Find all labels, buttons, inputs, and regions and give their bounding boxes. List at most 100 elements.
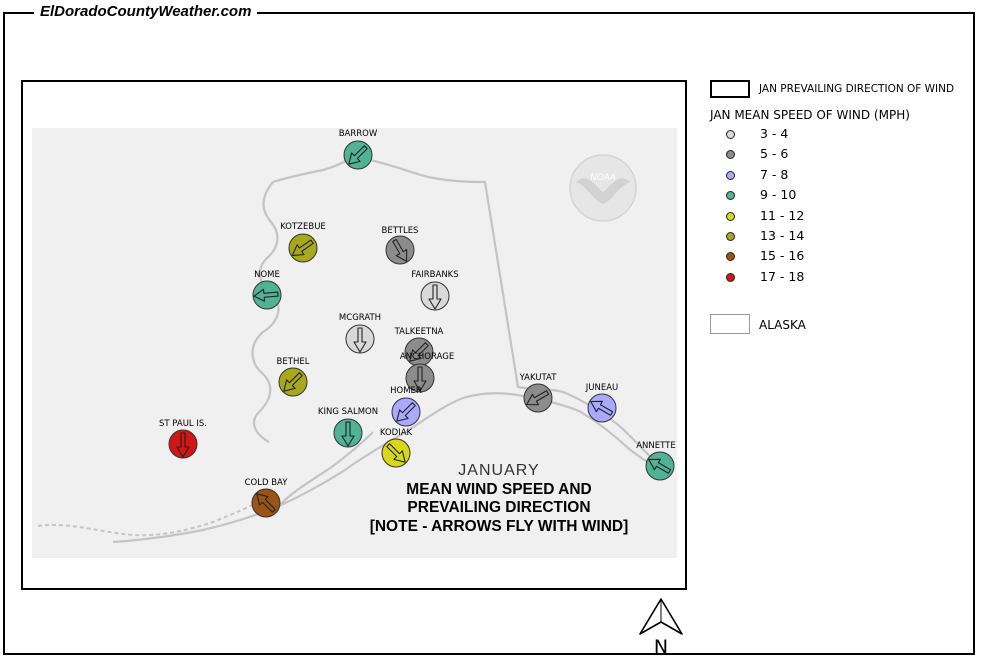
map-title: JANUARY	[458, 462, 539, 479]
station-talkeetna: TALKEETNA	[394, 327, 444, 367]
station-marker	[381, 438, 411, 468]
station-yakutat: YAKUTAT	[519, 373, 558, 413]
station-label: KOTZEBUE	[280, 222, 326, 232]
alaska-wind-map: NOAA JANUARY MEAN WIND SPEED AND PREVAIL…	[32, 128, 677, 558]
station-label: ST PAUL IS.	[159, 419, 207, 429]
station-homer: HOMER	[390, 386, 422, 427]
legend-area-swatch	[710, 314, 750, 334]
legend-speed-label: 11 - 12	[760, 207, 805, 223]
station-st-paul-is: ST PAUL IS.	[159, 419, 207, 459]
site-title: ElDoradoCountyWeather.com	[34, 3, 258, 21]
map-frame: NOAA JANUARY MEAN WIND SPEED AND PREVAIL…	[21, 80, 687, 590]
outer-frame	[3, 12, 975, 655]
station-bethel: BETHEL	[277, 357, 310, 397]
station-label: BETHEL	[277, 357, 310, 367]
legend-direction-label: JAN PREVAILING DIRECTION OF WIND	[759, 83, 955, 95]
station-label: FAIRBANKS	[411, 270, 458, 280]
station-nome: NOME	[252, 270, 282, 310]
legend-speed-dot	[726, 211, 735, 221]
station-bettles: BETTLES	[382, 226, 419, 265]
station-barrow: BARROW	[339, 129, 378, 170]
station-marker	[645, 451, 675, 481]
station-marker	[252, 280, 282, 310]
legend-speed-title: JAN MEAN SPEED OF WIND (MPH)	[710, 108, 910, 122]
station-marker	[251, 488, 281, 518]
station-marker	[288, 233, 318, 263]
station-marker	[385, 235, 415, 265]
legend-area-label: ALASKA	[759, 318, 806, 332]
station-marker	[278, 367, 308, 397]
map-subtitle-line-3: [NOTE - ARROWS FLY WITH WIND]	[370, 518, 629, 535]
station-label: KING SALMON	[318, 407, 378, 417]
wind-direction-arrow	[590, 400, 614, 416]
legend-speed-label: 9 - 10	[760, 187, 797, 203]
station-marker	[343, 140, 373, 170]
wind-direction-arrow	[176, 432, 190, 458]
wind-direction-arrow	[526, 390, 550, 406]
station-label: BARROW	[339, 129, 378, 139]
station-marker	[587, 393, 617, 423]
station-label: COLD BAY	[245, 478, 289, 488]
wind-direction-arrow	[348, 145, 368, 165]
legend-speed-label: 13 - 14	[760, 228, 805, 243]
legend-speed-dot	[726, 252, 735, 262]
station-label: HOMER	[390, 386, 422, 396]
alaska-outline	[112, 155, 670, 544]
station-juneau: JUNEAU	[585, 383, 619, 423]
wind-direction-arrow	[413, 366, 427, 392]
legend-speed-dot	[726, 232, 735, 241]
station-label: ANNETTE	[636, 441, 676, 451]
legend-speed-dot	[726, 130, 735, 139]
legend-speed-label: 17 - 18	[760, 268, 805, 284]
legend-speed-dot	[726, 272, 735, 282]
station-label: TALKEETNA	[394, 327, 444, 337]
legend-speed-label: 15 - 16	[760, 248, 805, 264]
wind-direction-arrow	[428, 284, 442, 310]
station-cold-bay: COLD BAY	[245, 478, 289, 518]
station-king-salmon: KING SALMON	[318, 407, 378, 448]
aleutian-chain	[37, 499, 264, 537]
station-fairbanks: FAIRBANKS	[411, 270, 459, 311]
wind-direction-arrow	[396, 402, 416, 422]
station-marker	[168, 429, 198, 459]
station-label: MCGRATH	[339, 313, 381, 323]
wind-direction-arrow	[409, 342, 429, 362]
wind-direction-arrow	[353, 327, 367, 353]
wind-direction-arrow	[341, 421, 355, 447]
svg-text:N: N	[654, 636, 668, 656]
wind-direction-arrow	[392, 238, 408, 262]
station-mcgrath: MCGRATH	[339, 313, 381, 354]
station-label: KODIAK	[380, 428, 413, 438]
station-anchorage: ANCHORAGE	[400, 352, 454, 393]
legend-speed-label: 7 - 8	[760, 166, 789, 182]
station-label: ANCHORAGE	[400, 352, 454, 362]
legend-speed-dot	[726, 191, 735, 201]
wind-direction-arrow	[283, 372, 303, 392]
wind-direction-arrow	[256, 493, 276, 513]
legend-direction-swatch	[710, 80, 750, 98]
wind-direction-arrow	[648, 458, 672, 474]
legend-speed-label: 5 - 6	[760, 146, 789, 162]
station-marker	[333, 418, 363, 448]
station-label: BETTLES	[382, 226, 419, 236]
station-annette: ANNETTE	[636, 441, 676, 481]
station-kotzebue: KOTZEBUE	[280, 222, 326, 263]
north-arrow: N	[639, 598, 683, 656]
station-marker	[391, 397, 421, 427]
svg-text:NOAA: NOAA	[590, 172, 616, 182]
wind-direction-arrow	[386, 443, 406, 463]
station-marker	[405, 363, 435, 393]
station-marker	[345, 324, 375, 354]
map-subtitle-line-2: PREVAILING DIRECTION	[407, 499, 590, 516]
station-label: YAKUTAT	[519, 373, 558, 383]
wind-direction-arrow	[291, 239, 314, 257]
station-label: JUNEAU	[585, 383, 619, 393]
station-marker	[523, 383, 553, 413]
wind-direction-arrow	[253, 288, 279, 302]
noaa-logo: NOAA	[569, 154, 637, 222]
station-kodiak: KODIAK	[380, 428, 413, 468]
legend-speed-dot	[726, 150, 735, 160]
map-subtitle-line-1: MEAN WIND SPEED AND	[406, 481, 591, 498]
station-label: NOME	[254, 270, 280, 280]
legend-speed-dot	[726, 170, 735, 180]
